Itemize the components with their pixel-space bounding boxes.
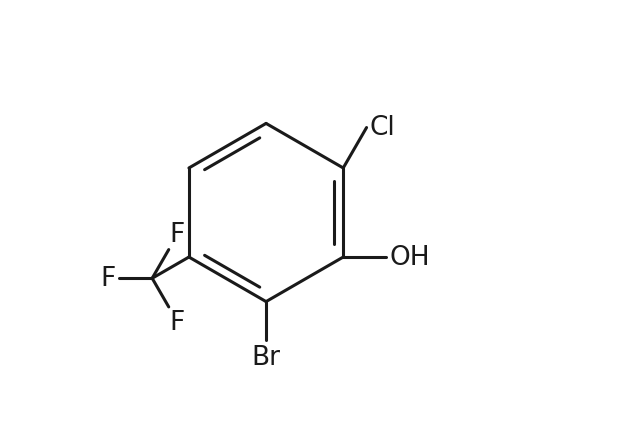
Text: F: F	[170, 309, 185, 335]
Text: F: F	[101, 266, 116, 291]
Text: OH: OH	[389, 245, 429, 271]
Text: Cl: Cl	[370, 115, 395, 140]
Text: F: F	[170, 222, 185, 248]
Text: Br: Br	[252, 344, 281, 370]
